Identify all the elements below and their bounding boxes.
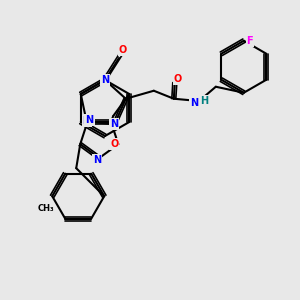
Text: O: O bbox=[110, 139, 118, 149]
Text: N: N bbox=[101, 75, 109, 85]
Text: H: H bbox=[200, 96, 208, 106]
Text: O: O bbox=[119, 45, 127, 55]
Text: O: O bbox=[174, 74, 182, 84]
Text: F: F bbox=[247, 36, 253, 46]
Text: N: N bbox=[85, 115, 94, 125]
Text: N: N bbox=[110, 119, 118, 129]
Text: N: N bbox=[190, 98, 198, 108]
Text: CH₃: CH₃ bbox=[38, 204, 55, 213]
Text: N: N bbox=[82, 116, 91, 126]
Text: N: N bbox=[93, 155, 101, 165]
